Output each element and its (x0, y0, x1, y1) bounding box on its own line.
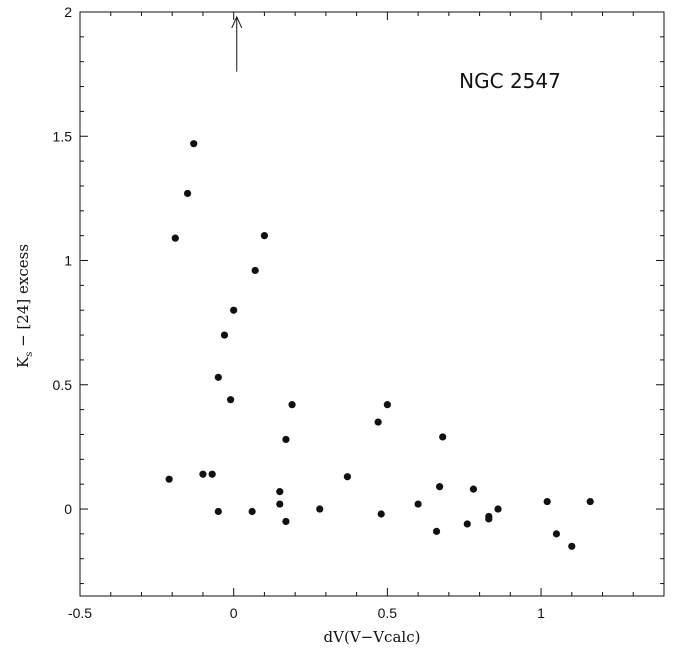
axis-ticks (79, 11, 665, 596)
data-point (282, 517, 290, 526)
data-point (543, 497, 551, 506)
data-point (208, 470, 216, 478)
data-point (230, 306, 238, 314)
data-point (374, 418, 382, 426)
x-tick-label: -0.5 (68, 605, 92, 621)
y-axis-label: Ks − [24] excess (14, 244, 35, 368)
y-axis-label-main: K (14, 356, 32, 368)
data-point (282, 435, 290, 444)
y-tick-label: 0 (64, 501, 72, 517)
data-markers (165, 140, 594, 550)
data-point (586, 497, 594, 506)
data-point (288, 401, 296, 409)
plot-frame (79, 11, 665, 597)
data-point (183, 189, 192, 198)
data-point (171, 234, 179, 242)
x-tick-label: 0.5 (378, 605, 398, 621)
data-point (220, 331, 229, 339)
x-tick-label: 1 (537, 605, 545, 621)
axis-tick-labels: -0.5 0 0.5 1 0 0.5 1 1.5 2 (53, 4, 546, 621)
data-point (436, 483, 444, 491)
data-point (432, 527, 441, 535)
data-point (414, 500, 422, 508)
data-point (343, 473, 352, 481)
y-tick-label: 1.5 (53, 128, 73, 144)
data-point (260, 232, 269, 240)
y-axis-label-rest: − [24] excess (14, 244, 32, 352)
data-point (227, 396, 235, 404)
data-point (251, 266, 259, 275)
x-axis-label: dV(V−Vcalc) (324, 628, 421, 646)
data-point (248, 507, 256, 516)
data-point (276, 488, 284, 496)
data-point (494, 505, 502, 513)
x-tick-label: 0 (230, 605, 238, 621)
data-point (568, 542, 576, 550)
data-point (276, 500, 284, 508)
y-tick-label: 0.5 (53, 377, 73, 393)
data-point (439, 433, 447, 441)
data-point (165, 475, 173, 483)
y-axis-label-subscript: s (24, 352, 35, 357)
data-point (316, 505, 324, 513)
data-point (377, 510, 385, 518)
chart-title: NGC 2547 (459, 69, 561, 93)
data-point (485, 515, 493, 523)
data-point (190, 140, 198, 148)
data-point (469, 485, 478, 493)
data-point (199, 470, 207, 478)
data-point (214, 373, 222, 381)
y-tick-label: 2 (64, 4, 72, 20)
upper-limit-arrows (231, 15, 243, 72)
data-point (214, 507, 222, 516)
data-point (463, 520, 471, 528)
data-point (383, 401, 391, 409)
data-point (552, 530, 561, 538)
y-tick-label: 1 (64, 253, 72, 269)
arrow-head (231, 15, 243, 29)
